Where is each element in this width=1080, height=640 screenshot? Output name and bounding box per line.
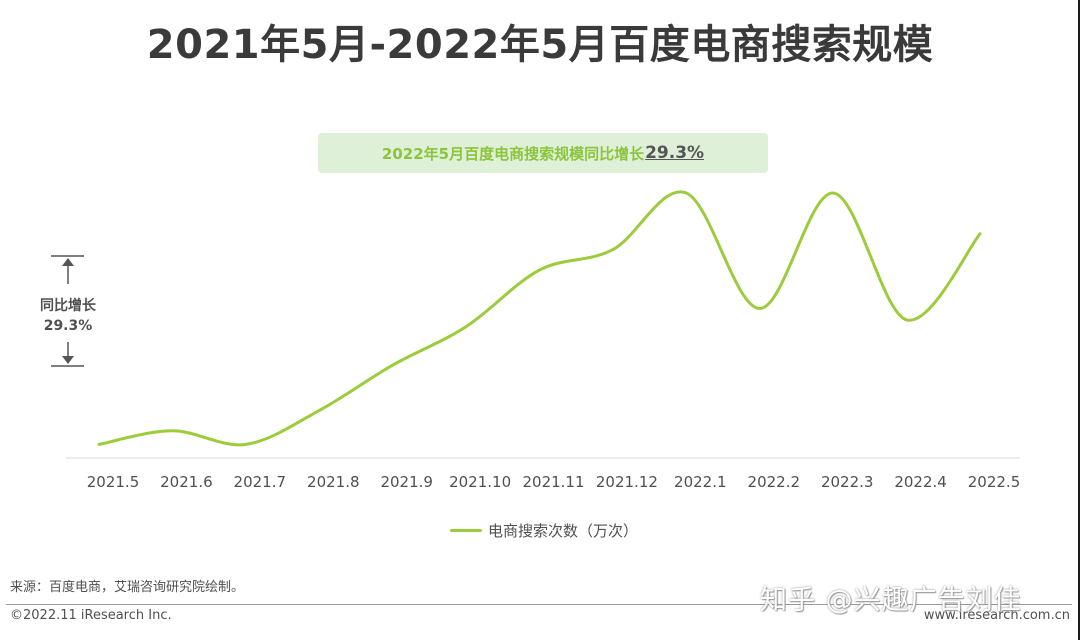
data-point-2021.11 [538,268,542,272]
data-point-2022.1 [684,191,688,195]
data-point-2021.12 [611,248,615,252]
data-point-2021.9 [391,363,395,367]
growth-banner: 2022年5月百度电商搜索规模同比增长 29.3% [318,133,768,173]
data-point-2021.10 [464,325,468,329]
data-point-2022.3 [831,191,835,195]
growth-annotation: 同比增长 29.3% [22,296,114,336]
growth-bracket [51,255,84,367]
x-tick-label: 2021.8 [307,473,360,491]
series-group [97,190,982,447]
watermark: 知乎 @兴趣广告刘佳 [760,585,1022,616]
chart-title: 2021年5月-2022年5月百度电商搜索规模 [146,22,934,68]
series-line-ecommerce-search [97,190,982,447]
data-point-2022.2 [758,307,762,311]
site-url: www.iresearch.com.cn [923,608,1070,623]
data-point-2021.5 [97,442,101,446]
growth-annotation-value: 29.3% [43,318,93,334]
x-tick-label: 2021.11 [522,473,584,491]
arrow-up-icon [62,258,74,266]
legend-label: 电商搜索次数（万次） [488,522,639,540]
x-tick-label: 2022.1 [674,473,727,491]
data-point-2021.8 [317,408,321,412]
x-tick-labels: 2021.5 2021.6 2021.7 2021.8 2021.9 2021.10 202… [87,473,1021,491]
x-tick-label: 2021.6 [160,473,213,491]
x-tick-label: 2022.3 [821,473,874,491]
x-tick-label: 2021.12 [596,473,658,491]
legend-swatch [450,529,482,532]
data-point-2022.4 [905,318,909,322]
data-point-2021.7 [244,442,248,446]
copyright: ©2022.11 iResearch Inc. [10,608,172,623]
data-point-2021.6 [170,429,174,433]
x-tick-label: 2022.5 [968,473,1021,491]
growth-annotation-label: 同比增长 [40,298,96,314]
right-border [1078,0,1080,640]
arrow-down-icon [62,356,74,364]
x-tick-label: 2022.4 [894,473,947,491]
x-tick-label: 2021.7 [234,473,287,491]
source-note: 来源：百度电商，艾瑞咨询研究院绘制。 [10,580,245,595]
x-tick-label: 2021.10 [449,473,511,491]
legend: 电商搜索次数（万次） [450,520,638,541]
banner-text: 2022年5月百度电商搜索规模同比增长 [381,144,645,163]
x-tick-label: 2022.2 [748,473,801,491]
footer-divider [6,604,1072,605]
x-tick-label: 2021.5 [87,473,140,491]
banner-value: 29.3% [645,143,705,163]
x-tick-label: 2021.9 [380,473,433,491]
data-point-2022.5 [978,232,982,236]
